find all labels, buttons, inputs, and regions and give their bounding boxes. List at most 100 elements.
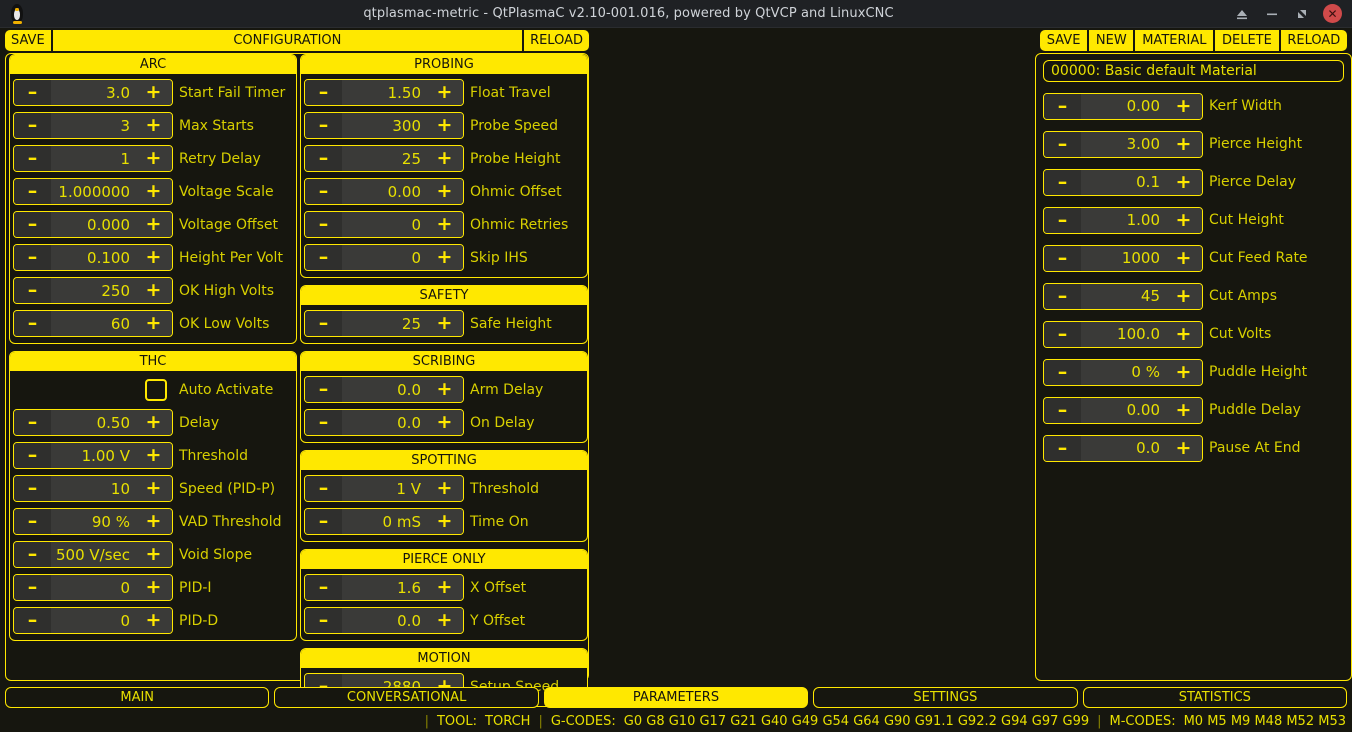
spinbox-scribing-1[interactable]: – 0.0 +	[304, 409, 464, 436]
minus-icon[interactable]: –	[305, 80, 342, 105]
minus-icon[interactable]: –	[305, 179, 342, 204]
minus-icon[interactable]: –	[305, 575, 342, 600]
plus-icon[interactable]: +	[426, 80, 463, 105]
spinbox-arc-6[interactable]: – 250 +	[13, 277, 173, 304]
material-new-button[interactable]: NEW	[1095, 33, 1127, 48]
spinbox-probing-0[interactable]: – 1.50 +	[304, 79, 464, 106]
value-probing-2[interactable]: 25	[401, 149, 421, 168]
value-pierce-only-0[interactable]: 1.6	[397, 578, 421, 597]
minus-icon[interactable]: –	[305, 311, 342, 336]
spinbox-pierce-only-1[interactable]: – 0.0 +	[304, 607, 464, 634]
minus-icon[interactable]: –	[14, 245, 51, 270]
plus-icon[interactable]: +	[135, 278, 172, 303]
minus-icon[interactable]: –	[305, 608, 342, 633]
plus-icon[interactable]: +	[426, 212, 463, 237]
plus-icon[interactable]: +	[135, 476, 172, 501]
spinbox-material-3[interactable]: – 1.00 +	[1043, 206, 1203, 234]
minus-icon[interactable]: –	[305, 245, 342, 270]
plus-icon[interactable]: +	[426, 146, 463, 171]
spinbox-scribing-0[interactable]: – 0.0 +	[304, 376, 464, 403]
value-material-6[interactable]: 100.0	[1117, 325, 1160, 343]
plus-icon[interactable]: +	[1165, 397, 1202, 423]
value-probing-5[interactable]: 0	[411, 248, 421, 267]
spinbox-spotting-0[interactable]: – 1 V +	[304, 475, 464, 502]
value-thc-4[interactable]: 90 %	[91, 512, 130, 531]
plus-icon[interactable]: +	[426, 410, 463, 435]
plus-icon[interactable]: +	[135, 212, 172, 237]
value-thc-2[interactable]: 1.00 V	[81, 446, 130, 465]
spinbox-material-6[interactable]: – 100.0 +	[1043, 320, 1203, 348]
spinbox-probing-4[interactable]: – 0 +	[304, 211, 464, 238]
minus-icon[interactable]: –	[14, 113, 51, 138]
value-spotting-1[interactable]: 0 mS	[382, 512, 421, 531]
minus-icon[interactable]: –	[14, 575, 51, 600]
value-arc-4[interactable]: 0.000	[87, 215, 130, 234]
spinbox-thc-2[interactable]: – 1.00 V +	[13, 442, 173, 469]
material-material-button[interactable]: MATERIAL	[1142, 33, 1207, 48]
value-probing-1[interactable]: 300	[392, 116, 421, 135]
spinbox-arc-5[interactable]: – 0.100 +	[13, 244, 173, 271]
plus-icon[interactable]: +	[135, 509, 172, 534]
plus-icon[interactable]: +	[1165, 435, 1202, 461]
minus-icon[interactable]: –	[14, 509, 51, 534]
value-material-3[interactable]: 1.00	[1126, 211, 1160, 229]
spinbox-thc-1[interactable]: – 0.50 +	[13, 409, 173, 436]
value-material-5[interactable]: 45	[1140, 287, 1160, 305]
minus-icon[interactable]: –	[14, 278, 51, 303]
minus-icon[interactable]: –	[1044, 169, 1081, 195]
minus-icon[interactable]: –	[14, 80, 51, 105]
value-thc-7[interactable]: 0	[120, 611, 130, 630]
plus-icon[interactable]: +	[1165, 321, 1202, 347]
minus-icon[interactable]: –	[1044, 435, 1081, 461]
minus-icon[interactable]: –	[14, 410, 51, 435]
value-probing-4[interactable]: 0	[411, 215, 421, 234]
minus-icon[interactable]: –	[14, 608, 51, 633]
spinbox-pierce-only-0[interactable]: – 1.6 +	[304, 574, 464, 601]
minus-icon[interactable]: –	[1044, 321, 1081, 347]
plus-icon[interactable]: +	[135, 80, 172, 105]
material-reload-button[interactable]: RELOAD	[1287, 33, 1341, 48]
value-scribing-0[interactable]: 0.0	[397, 380, 421, 399]
plus-icon[interactable]: +	[426, 608, 463, 633]
material-delete-button[interactable]: DELETE	[1221, 33, 1272, 48]
value-thc-5[interactable]: 500 V/sec	[55, 545, 130, 564]
tab-statistics[interactable]: STATISTICS	[1082, 687, 1348, 708]
value-arc-1[interactable]: 3	[120, 116, 130, 135]
plus-icon[interactable]: +	[426, 476, 463, 501]
minus-icon[interactable]: –	[1044, 131, 1081, 157]
minus-icon[interactable]: –	[305, 410, 342, 435]
plus-icon[interactable]: +	[135, 113, 172, 138]
minus-icon[interactable]: –	[1044, 207, 1081, 233]
material-select[interactable]: 00000: Basic default Material	[1043, 60, 1344, 82]
value-thc-6[interactable]: 0	[120, 578, 130, 597]
minus-icon[interactable]: –	[1044, 283, 1081, 309]
value-thc-1[interactable]: 0.50	[96, 413, 130, 432]
spinbox-material-9[interactable]: – 0.0 +	[1043, 434, 1203, 462]
plus-icon[interactable]: +	[1165, 169, 1202, 195]
minus-icon[interactable]: –	[14, 542, 51, 567]
minus-icon[interactable]: –	[14, 476, 51, 501]
plus-icon[interactable]: +	[135, 311, 172, 336]
spinbox-thc-3[interactable]: – 10 +	[13, 475, 173, 502]
shade-icon[interactable]	[1227, 2, 1257, 26]
spinbox-material-7[interactable]: – 0 % +	[1043, 358, 1203, 386]
value-arc-6[interactable]: 250	[101, 281, 130, 300]
tab-parameters[interactable]: PARAMETERS	[543, 687, 809, 708]
value-arc-2[interactable]: 1	[120, 149, 130, 168]
spinbox-probing-3[interactable]: – 0.00 +	[304, 178, 464, 205]
spinbox-arc-0[interactable]: – 3.0 +	[13, 79, 173, 106]
plus-icon[interactable]: +	[1165, 93, 1202, 119]
spinbox-arc-2[interactable]: – 1 +	[13, 145, 173, 172]
minus-icon[interactable]: –	[305, 113, 342, 138]
value-material-4[interactable]: 1000	[1121, 249, 1160, 267]
minimize-icon[interactable]	[1257, 2, 1287, 26]
spinbox-material-1[interactable]: – 3.00 +	[1043, 130, 1203, 158]
plus-icon[interactable]: +	[135, 608, 172, 633]
spinbox-thc-5[interactable]: –500 V/sec +	[13, 541, 173, 568]
value-probing-0[interactable]: 1.50	[387, 83, 421, 102]
minus-icon[interactable]: –	[1044, 93, 1081, 119]
plus-icon[interactable]: +	[135, 410, 172, 435]
spinbox-arc-7[interactable]: – 60 +	[13, 310, 173, 337]
value-material-8[interactable]: 0.00	[1126, 401, 1160, 419]
plus-icon[interactable]: +	[426, 245, 463, 270]
